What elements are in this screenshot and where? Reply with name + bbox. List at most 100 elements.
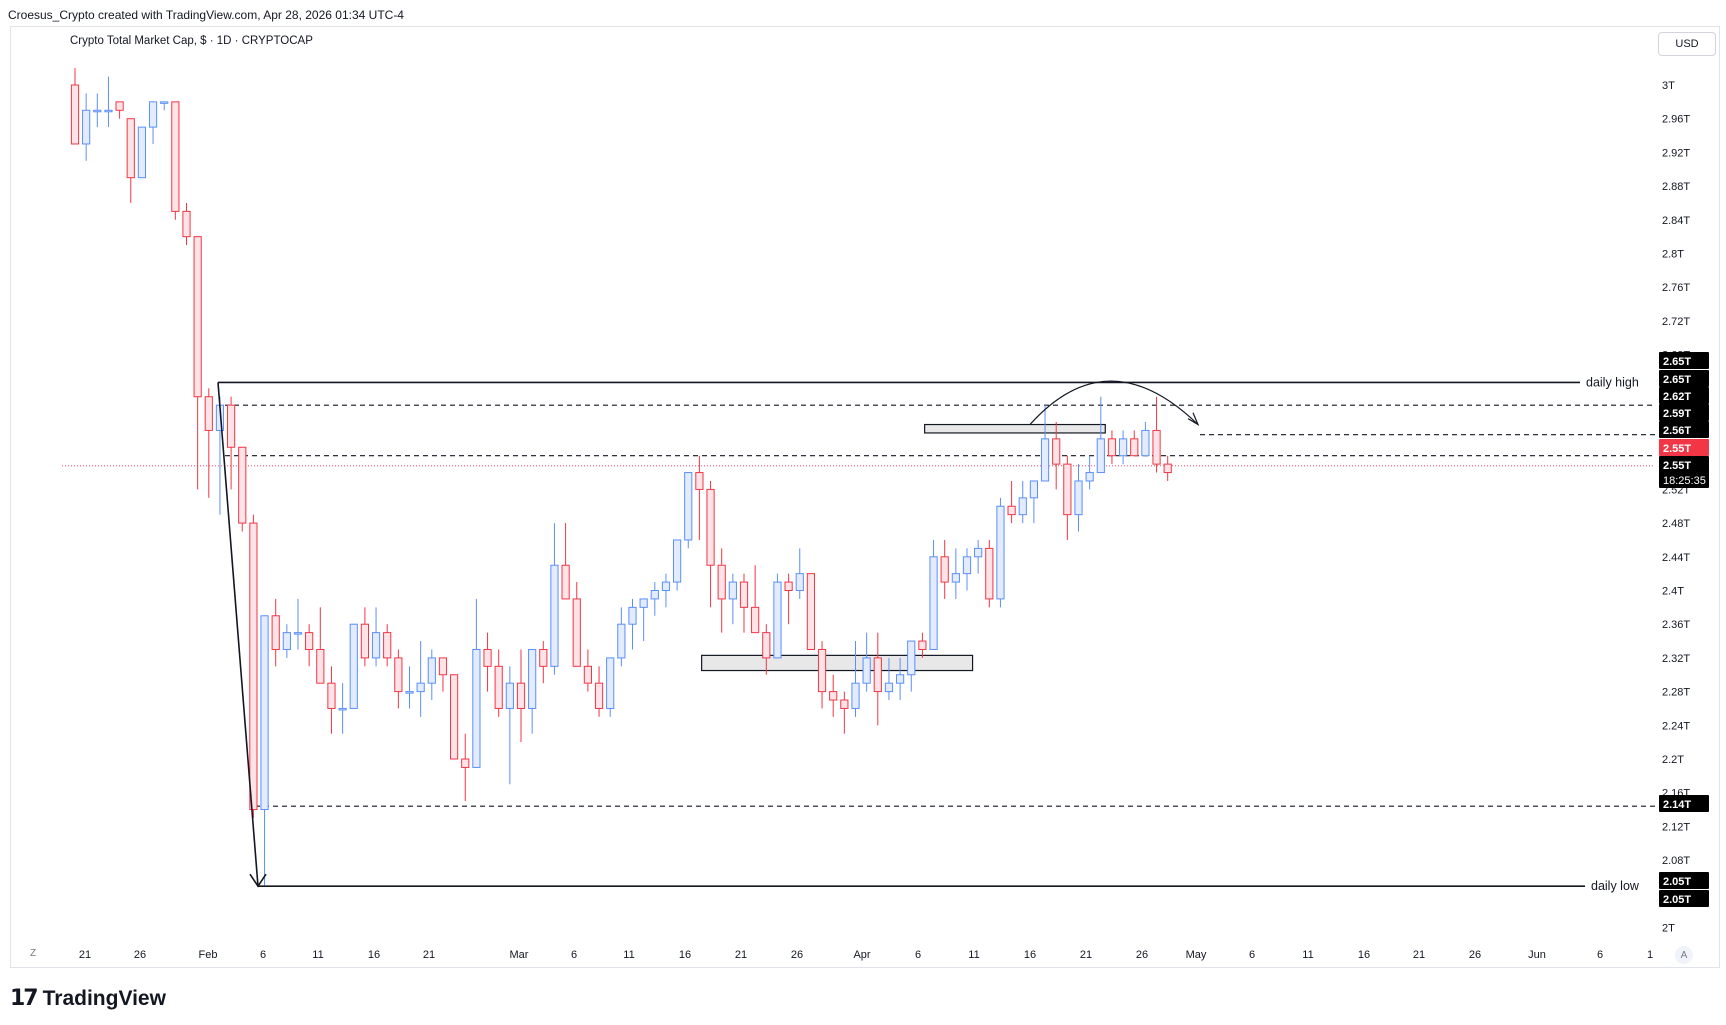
candle-body [951, 573, 960, 583]
candle-body [1096, 438, 1105, 474]
y-axis-tick-label: 2.36T [1662, 619, 1690, 631]
x-axis-tick-label: 11 [623, 949, 634, 961]
candle-body [371, 632, 381, 659]
candle-body [93, 109, 102, 113]
x-axis-tick-label: 21 [1080, 949, 1092, 961]
y-axis-tick-label: 2.88T [1662, 181, 1690, 193]
candle-body [316, 648, 325, 684]
candle-body [851, 682, 860, 709]
candle-body [305, 632, 314, 650]
zoom-button[interactable]: Z [30, 948, 37, 959]
candle-body [784, 581, 793, 592]
candle-body [137, 126, 147, 179]
candle-body [639, 598, 648, 608]
candle-body [1152, 429, 1161, 465]
candle-body [829, 691, 838, 701]
candle-body [282, 632, 291, 650]
candle-body [461, 758, 470, 768]
price-label-text: 2.56T [1663, 425, 1691, 437]
candle-body [1007, 505, 1016, 516]
candle-body [650, 590, 659, 600]
candle-body [884, 682, 894, 693]
x-axis-tick-label: 26 [134, 949, 146, 961]
price-label-text: 2.55T [1663, 460, 1691, 472]
candle-body [405, 691, 414, 694]
candle-body [182, 210, 191, 238]
x-axis-tick-label: Mar [510, 949, 529, 961]
candle-body [974, 547, 983, 558]
x-axis-tick-label: 6 [1597, 949, 1603, 961]
x-axis-tick-label: Apr [853, 949, 870, 961]
candle-body [1163, 463, 1172, 474]
drop-arrow-head [249, 873, 267, 888]
candle-body [717, 564, 726, 600]
candle-body [260, 615, 269, 811]
level-label: daily low [1591, 879, 1640, 893]
price-label-box [1659, 795, 1709, 812]
drop-arrow-line [217, 382, 259, 887]
resistance-zone [924, 423, 1106, 434]
candle-body [494, 665, 503, 709]
candle-body [862, 657, 871, 684]
y-axis-tick-label: 2.92T [1662, 147, 1690, 159]
candle-body [661, 581, 671, 592]
x-axis-tick-label: 6 [915, 949, 921, 961]
candle-body [338, 707, 347, 711]
candle-body [695, 472, 704, 490]
x-axis-tick-label: 21 [1413, 949, 1425, 961]
candle-body [817, 648, 827, 693]
candle-body [795, 573, 804, 592]
auto-scale-button[interactable]: A [1675, 946, 1693, 964]
x-axis-tick-label: 1 [1647, 949, 1653, 961]
x-axis-tick-label: 11 [312, 949, 323, 961]
candle-body [594, 682, 604, 709]
candle-body [996, 505, 1005, 600]
y-axis-tick-label: 2.76T [1662, 282, 1690, 294]
y-axis-tick-label: 2.8T [1662, 249, 1684, 261]
x-axis-tick-label: May [1186, 949, 1207, 961]
candle-body [1018, 497, 1027, 516]
price-label-box [1659, 439, 1709, 456]
currency-button[interactable]: USD [1658, 32, 1716, 56]
price-label-text: 2.65T [1663, 374, 1691, 386]
y-axis-tick-label: 3T [1662, 80, 1675, 92]
x-axis-tick-label: 11 [1302, 949, 1313, 961]
candle-body [1119, 438, 1128, 457]
y-axis-tick-label: 2.72T [1662, 316, 1690, 328]
candle-body [985, 547, 994, 600]
candle-body [1029, 480, 1039, 499]
y-axis-tick-label: 2.2T [1662, 754, 1684, 766]
candle-body [762, 632, 771, 659]
price-label-box [1659, 404, 1709, 421]
candle-body [394, 657, 403, 693]
candle-body [840, 699, 849, 709]
x-axis-tick-label: Feb [199, 949, 218, 961]
candle-body [583, 665, 592, 684]
candle-body [483, 648, 492, 667]
candle-body [1107, 438, 1117, 457]
price-label-box [1659, 352, 1709, 369]
candle-body [360, 623, 369, 659]
x-axis-tick-label: 26 [1469, 949, 1481, 961]
y-axis-tick-label: 2.48T [1662, 518, 1690, 530]
tradingview-logo-icon: 17 [10, 986, 39, 1011]
candle-body [929, 556, 938, 650]
price-label-text: 2.59T [1663, 408, 1691, 420]
price-label-box [1659, 456, 1709, 473]
candle-body [327, 682, 336, 709]
x-axis-tick-label: 11 [968, 949, 979, 961]
candle-body [940, 556, 949, 583]
candle-body [1052, 438, 1061, 465]
candle-body [148, 101, 158, 128]
candle-body [1063, 463, 1072, 516]
price-label-box [1659, 890, 1709, 907]
tradingview-logo[interactable]: 17 TradingView [10, 986, 166, 1011]
candle-body [349, 623, 358, 709]
candle-body [82, 109, 91, 145]
candle-body [104, 109, 113, 113]
x-axis-tick-label: Jun [1528, 949, 1546, 961]
candle-body [171, 101, 180, 212]
x-axis-tick-label: 6 [571, 949, 577, 961]
x-axis-tick-label: 26 [791, 949, 803, 961]
